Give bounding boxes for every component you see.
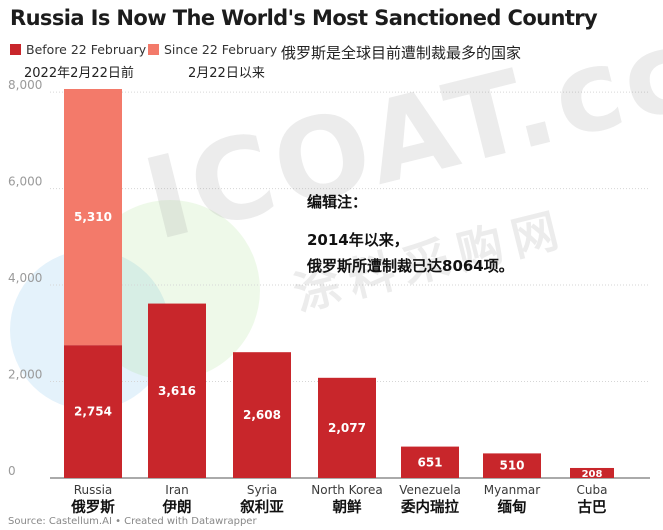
x-tick-label: Myanmar <box>484 483 540 497</box>
x-tick-label-cn: 俄罗斯 <box>70 498 115 516</box>
editor-note-line2: 俄罗斯所遭制裁已达8064项。 <box>307 257 514 275</box>
x-tick-label-cn: 叙利亚 <box>239 498 284 516</box>
editor-note: 编辑注： 2014年以来， 俄罗斯所遭制裁已达8064项。 <box>307 189 514 279</box>
bar-value-label: 208 <box>582 469 603 480</box>
legend-label-since: Since 22 February <box>164 42 278 57</box>
bar-value-label: 5,310 <box>74 210 112 224</box>
y-tick-label: 4,000 <box>8 271 42 285</box>
bar-value-label: 510 <box>499 459 524 473</box>
legend-item-before: Before 22 February <box>10 42 146 57</box>
x-tick-label: Iran <box>165 483 188 497</box>
x-tick-label: Russia <box>74 483 113 497</box>
y-tick-label: 2,000 <box>8 368 42 382</box>
bar-iran-s0 <box>148 303 206 478</box>
x-tick-label: North Korea <box>311 483 382 497</box>
bar-myanmar-s0 <box>483 453 541 478</box>
legend-swatch-before <box>10 44 21 55</box>
y-tick-label: 8,000 <box>8 78 42 92</box>
chart-title: Russia Is Now The World's Most Sanctione… <box>10 6 598 30</box>
bar-cuba-s0 <box>570 467 614 478</box>
bar-syria-s0 <box>233 352 291 478</box>
chinese-title: 俄罗斯是全球目前遭制裁最多的国家 <box>281 44 522 62</box>
y-tick-label: 0 <box>8 464 16 478</box>
legend-label-before: Before 22 February <box>26 42 147 57</box>
x-tick-label-cn: 缅甸 <box>498 498 527 516</box>
x-tick-label-cn: 朝鲜 <box>333 498 362 516</box>
bar-value-label: 2,608 <box>243 408 281 422</box>
bar-north-korea-s0 <box>318 377 376 478</box>
legend-item-since: Since 22 February <box>148 42 277 57</box>
editor-note-line1: 2014年以来， <box>307 231 409 249</box>
legend-swatch-since <box>148 44 159 55</box>
bar-value-label: 2,754 <box>74 405 112 419</box>
bar-russia-s0 <box>64 345 122 478</box>
bar-russia-s1 <box>64 89 122 346</box>
y-tick-label: 6,000 <box>8 175 42 189</box>
bar-venezuela-s0 <box>401 446 459 478</box>
x-tick-label-cn: 伊朗 <box>162 498 192 516</box>
legend-sublabel-before: 2022年2月22日前 <box>24 66 134 81</box>
bar-value-label: 3,616 <box>158 384 196 398</box>
bar-value-label: 2,077 <box>328 421 366 435</box>
x-tick-label: Syria <box>247 483 277 497</box>
editor-note-heading: 编辑注： <box>307 193 368 211</box>
x-tick-label: Cuba <box>577 483 608 497</box>
x-tick-label-cn: 委内瑞拉 <box>401 498 459 516</box>
legend-sublabel-since: 2月22日以来 <box>188 66 265 81</box>
source-text: Source: Castellum.AI • Created with Data… <box>8 516 257 527</box>
x-tick-label: Venezuela <box>399 483 461 497</box>
bar-value-label: 651 <box>417 455 442 469</box>
x-tick-label-cn: 古巴 <box>578 498 607 516</box>
